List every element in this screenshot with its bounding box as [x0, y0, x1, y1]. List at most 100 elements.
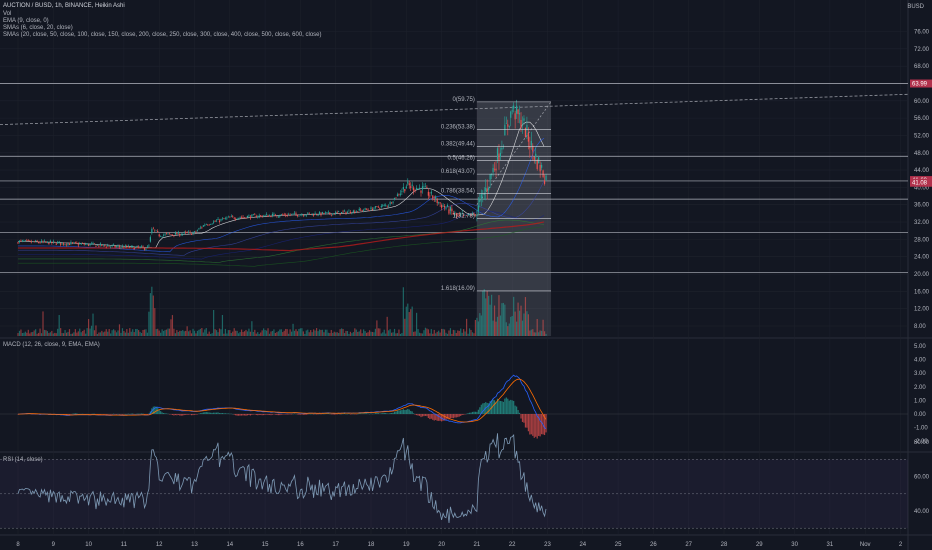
candle-body — [143, 248, 146, 250]
candle-body — [296, 215, 299, 217]
volume-bar — [98, 332, 100, 336]
candle-body — [371, 208, 374, 211]
candle-body — [367, 209, 369, 211]
candle-body — [235, 218, 237, 220]
macd-tick-label: 3.00 — [914, 371, 926, 377]
candle-body — [388, 205, 390, 207]
macd-histogram-bar — [492, 399, 494, 414]
volume-bar — [163, 330, 165, 336]
macd-histogram-bar — [263, 414, 265, 416]
fib-retracement-zone[interactable] — [476, 101, 552, 291]
macd-histogram-bar — [365, 413, 368, 414]
candle-body — [249, 216, 251, 219]
candle-body — [204, 225, 206, 226]
candle-body — [333, 214, 335, 215]
volume-bar — [27, 329, 29, 336]
study-volume[interactable]: Vol — [3, 11, 12, 17]
macd-histogram-bar — [393, 411, 396, 414]
macd-histogram-bar — [421, 414, 424, 417]
candle-body — [165, 233, 168, 235]
macd-histogram-bar — [246, 414, 249, 416]
time-tick-label: 19 — [403, 542, 410, 548]
candle-body — [393, 197, 396, 200]
candle-body — [120, 247, 122, 249]
price-tick-label: 36.00 — [914, 203, 930, 209]
volume-bar — [29, 333, 31, 336]
candle-body — [61, 242, 63, 244]
time-tick-label: 11 — [121, 542, 128, 548]
macd-histogram-bar — [433, 414, 435, 421]
macd-histogram-bar — [157, 407, 159, 414]
candle-body — [24, 240, 26, 241]
volume-bar — [452, 329, 454, 336]
volume-bar — [89, 328, 91, 336]
macd-tick-label: 0.00 — [914, 412, 926, 418]
volume-bar — [170, 319, 172, 336]
volume-bar — [140, 332, 143, 336]
candle-body — [368, 210, 371, 212]
rsi-tick-label: 60.00 — [914, 475, 930, 481]
candle-body — [380, 205, 382, 208]
macd-histogram-bar — [535, 414, 537, 437]
macd-title[interactable]: MACD (12, 26, close, 9, EMA, EMA) — [3, 342, 100, 348]
candle-body — [327, 211, 329, 213]
candle-body — [470, 215, 472, 216]
volume-bar — [92, 313, 94, 336]
volume-bar — [93, 330, 96, 336]
macd-histogram-bar — [305, 414, 307, 415]
macd-histogram-bar — [463, 414, 465, 415]
diagonal-trend-line[interactable] — [476, 101, 552, 205]
candle-body — [210, 224, 212, 225]
macd-histogram-bar — [536, 414, 538, 439]
fib-level-label: 0.618(43.07) — [441, 169, 475, 175]
candle-body — [42, 241, 44, 242]
candle-body — [361, 210, 363, 212]
moving-average-line — [18, 180, 545, 256]
candle-body — [255, 216, 257, 218]
study-ema[interactable]: EMA (9, close, 0) — [3, 18, 49, 24]
volume-bar — [433, 329, 435, 336]
candle-body — [139, 246, 141, 248]
candle-body — [436, 199, 438, 203]
candle-body — [532, 145, 534, 152]
candle-body — [263, 215, 265, 217]
time-tick-label: Nov — [860, 542, 871, 548]
fib-level-labels: 0(59.75) 0.236(53.38) 0.382(49.44) 0.5(46.2… — [441, 97, 552, 292]
candle-body — [73, 242, 75, 243]
volume-bar — [149, 293, 151, 336]
rsi-title[interactable]: RSI (14, close) — [3, 457, 43, 463]
candle-body — [432, 195, 434, 199]
volume-bar — [265, 330, 268, 336]
volume-bar — [457, 330, 459, 336]
volume-bar — [205, 328, 207, 336]
candle-body — [313, 214, 315, 216]
candle-body — [543, 180, 546, 184]
volume-bar — [270, 331, 272, 336]
volume-bar — [471, 332, 474, 336]
volume-bar — [108, 329, 110, 336]
study-smas-long[interactable]: SMAs (20, close, 50, close, 100, close, … — [3, 32, 322, 38]
volume-bar — [218, 328, 221, 336]
volume-bar — [267, 328, 269, 336]
volume-bar — [399, 333, 402, 336]
macd-histogram-bar — [423, 414, 425, 417]
macd-histogram-bar — [299, 414, 301, 415]
volume-bar — [385, 333, 387, 336]
rsi-axis-ticks: 80.00 60.00 40.00 — [914, 440, 930, 515]
macd-histogram-bar — [154, 406, 156, 414]
candle-body — [89, 244, 91, 245]
time-tick-label: 17 — [332, 542, 339, 548]
volume-bar — [192, 328, 194, 336]
dashed-trend-line[interactable] — [0, 93, 909, 126]
candle-body — [221, 218, 224, 220]
symbol-title[interactable]: AUCTION / BUSD, 1h, BINANCE, Heikin Ashi — [3, 3, 125, 9]
candle-body — [232, 216, 234, 217]
volume-bar — [202, 332, 204, 336]
macd-histogram-bar — [523, 414, 525, 423]
candle-body — [298, 215, 300, 217]
macd-histogram-bar — [377, 413, 379, 414]
study-smas-short[interactable]: SMAs (6, close, 20, close) — [3, 25, 73, 31]
macd-histogram-bar — [343, 413, 346, 414]
volume-bar — [480, 315, 482, 336]
